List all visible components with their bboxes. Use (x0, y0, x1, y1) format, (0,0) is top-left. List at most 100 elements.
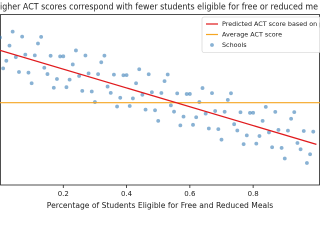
point (36, 41, 40, 46)
point (232, 122, 237, 127)
point (263, 104, 268, 109)
point (64, 85, 69, 90)
point (105, 84, 110, 89)
point (42, 65, 47, 70)
point (20, 34, 25, 39)
point (206, 126, 211, 131)
point (270, 145, 275, 150)
plot-area (0, 29, 316, 165)
point (96, 72, 100, 77)
legend-label: Schools (222, 41, 247, 49)
point (146, 72, 151, 77)
point (219, 137, 224, 142)
point (83, 53, 88, 58)
point (124, 73, 129, 78)
x-tick-label: 0.4 (121, 190, 133, 198)
point (7, 43, 12, 48)
point (108, 90, 113, 95)
point (39, 34, 44, 39)
point (137, 67, 142, 72)
point (86, 71, 91, 76)
point (89, 89, 94, 94)
point (260, 118, 265, 123)
point (80, 88, 85, 93)
point (168, 103, 173, 108)
point (279, 146, 284, 150)
point (55, 77, 59, 81)
point (26, 70, 31, 75)
point (251, 110, 256, 115)
point (301, 129, 306, 133)
point (70, 62, 75, 67)
point (248, 110, 252, 115)
point (191, 122, 195, 127)
point (213, 109, 218, 113)
point (165, 72, 170, 77)
point (13, 55, 18, 60)
point (153, 108, 157, 113)
point (99, 60, 104, 65)
chart: igher ACT scores correspond with fewer s… (0, 3, 320, 210)
point (32, 53, 37, 58)
point (194, 115, 199, 120)
point (273, 109, 278, 114)
point (51, 85, 56, 90)
legend-label: Predicted ACT score based on poverty (222, 20, 320, 28)
point (305, 161, 309, 165)
point (282, 156, 287, 161)
point (298, 147, 303, 152)
point (175, 91, 180, 96)
point (181, 114, 186, 119)
point (244, 133, 249, 138)
point (77, 74, 82, 78)
point (254, 141, 259, 146)
point (61, 54, 66, 59)
point (229, 91, 233, 96)
point (67, 77, 72, 82)
point (1, 66, 6, 71)
x-tick-label: 0.2 (58, 190, 69, 198)
point (257, 134, 262, 138)
point (225, 98, 230, 102)
point (172, 109, 176, 114)
legend-label: Average ACT score (222, 31, 282, 39)
point (289, 116, 294, 121)
point (235, 128, 240, 133)
point (197, 100, 202, 104)
point (149, 90, 154, 95)
point (295, 141, 300, 145)
point (102, 53, 107, 58)
point (292, 110, 297, 115)
point (222, 109, 227, 114)
point (140, 92, 145, 97)
point (238, 110, 243, 115)
point (118, 95, 123, 100)
point (187, 92, 192, 96)
point (241, 142, 246, 147)
regression-line (0, 49, 317, 146)
point (58, 54, 63, 59)
point (0, 35, 2, 40)
point (93, 100, 97, 104)
point (115, 104, 119, 109)
point (178, 123, 183, 128)
point (203, 111, 208, 116)
chart-title: igher ACT scores correspond with fewer s… (0, 3, 318, 13)
point (267, 130, 271, 135)
point (200, 86, 205, 90)
x-tick-label: 0.8 (248, 190, 259, 198)
point (130, 96, 135, 101)
point (29, 81, 34, 86)
point (184, 92, 189, 96)
point (276, 127, 281, 132)
point (156, 118, 161, 123)
point (112, 72, 116, 77)
point (74, 48, 78, 53)
point (48, 53, 53, 58)
point (134, 81, 138, 86)
point (45, 72, 50, 76)
point (10, 29, 15, 34)
point (210, 91, 214, 95)
legend-box (201, 16, 320, 53)
point (308, 152, 312, 157)
